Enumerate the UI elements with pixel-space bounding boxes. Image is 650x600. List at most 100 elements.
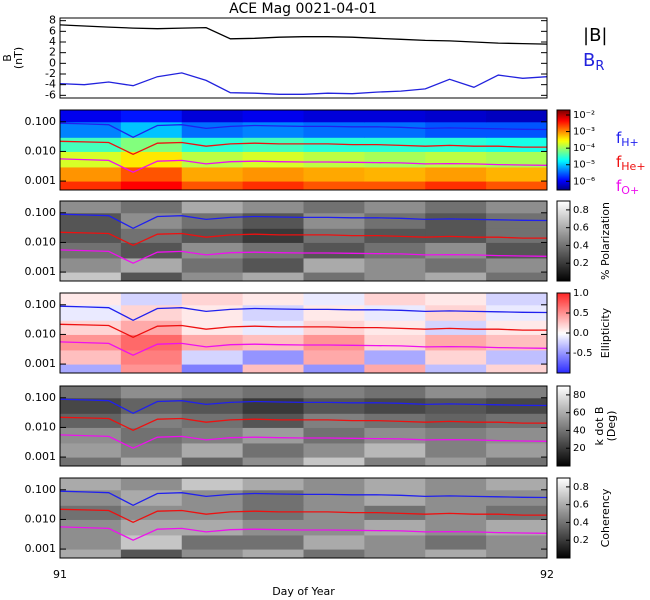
y-tick-label: 0.100 [25,298,57,311]
colorbar-segment [557,120,570,123]
colorbar-segment [557,309,570,312]
colorbar-segment [557,528,570,531]
heatmap-cell [60,397,122,414]
colorbar-segment [557,146,570,149]
heatmap-cell [181,272,244,282]
heatmap-cell [364,181,426,191]
colorbar-segment [557,404,570,407]
colorbar-frame [556,477,571,559]
colorbar-segment [557,520,570,523]
colorbar-segment [557,422,570,425]
y-tick-label: 0.001 [25,174,57,187]
colorbar-segment [557,510,570,513]
colorbar-segment [557,138,570,141]
colorbar-label: (Deg) [605,411,618,442]
heatmap-cell [181,549,244,559]
colorbar-tick-label: 60 [573,408,586,419]
heatmap-cell [60,386,122,399]
heatmap-cell [242,257,304,273]
heatmap-cell [425,304,487,321]
colorbar-tick-label: 0.5 [573,308,589,319]
series-line [59,398,548,415]
colorbar-segment [557,317,570,320]
colorbar-segment [557,150,570,153]
colorbar-segment [557,219,570,222]
heatmap-cell [364,121,426,138]
colorbar-segment [557,454,570,457]
heatmap-cell [120,505,183,520]
heatmap-cell [242,427,304,444]
heatmap-cell [303,427,365,444]
colorbar-segment [557,434,570,437]
heatmap-cell [120,320,183,335]
heatmap-cell [242,121,304,138]
heatmap-cell [60,457,122,467]
colorbar-segment [557,351,570,354]
colorbar-label: k dot B [593,407,606,446]
colorbar-segment [557,241,570,244]
heatmap-cell [120,151,183,168]
colorbar-segment [557,215,570,218]
heatmap-cell [242,201,304,214]
colorbar-segment [557,458,570,461]
heatmap-cell [303,364,365,374]
colorbar-segment [557,130,570,133]
colorbar-segment [557,329,570,332]
heatmap-cell [181,489,244,506]
colorbar-segment [557,502,570,505]
heatmap-cell [242,151,304,168]
heatmap-cell [425,242,487,259]
colorbar-segment [557,331,570,334]
chart-title: ACE Mag 0021-04-01 [229,1,377,17]
heatmap-cell [120,181,183,191]
heatmap-cell [303,110,365,123]
colorbar-segment [557,140,570,143]
colorbar-segment [557,132,570,135]
colorbar-segment [557,124,570,127]
colorbar-segment [557,345,570,348]
colorbar-segment [557,158,570,161]
heatmap-cell [364,397,426,414]
heatmap-cell [242,349,304,365]
colorbar-segment [557,508,570,511]
heatmap-cell [364,364,426,374]
colorbar-label: Ellipticity [599,307,612,358]
heatmap-cell [120,166,183,182]
heatmap-cell [425,334,487,351]
legend-label: |B| [583,25,607,46]
colorbar-segment [557,412,570,415]
heatmap-cell [364,427,426,444]
heatmap-cell [60,505,122,520]
colorbar-segment [557,490,570,493]
heatmap-cell [242,304,304,321]
heatmap-cell [242,228,304,243]
y-tick-label: -2 [45,67,56,80]
heatmap-cell [425,519,487,536]
heatmap-cell [364,212,426,229]
heatmap-cell [425,166,487,182]
colorbar-frame [556,385,571,467]
heatmap-cell [303,397,365,414]
heatmap-cell [120,519,183,536]
heatmap-cell [486,228,548,243]
colorbar-segment [557,168,570,171]
colorbar-segment [557,243,570,246]
heatmap-cell [242,519,304,536]
series-line [59,526,548,541]
colorbar-segment [557,297,570,300]
y-tick-label: 4 [49,35,56,48]
heatmap-cell [425,137,487,152]
legend-name: f [616,153,622,171]
heatmap-cell [120,549,183,559]
colorbar-segment [557,500,570,503]
colorbar-segment [557,550,570,553]
colorbar-segment [557,534,570,537]
heatmap-cell [181,442,244,458]
colorbar-tick-label: 0.6 [573,223,589,234]
colorbar-segment [557,365,570,368]
colorbar-segment [557,245,570,248]
colorbar-segment [557,335,570,338]
heatmap-cell [364,257,426,273]
